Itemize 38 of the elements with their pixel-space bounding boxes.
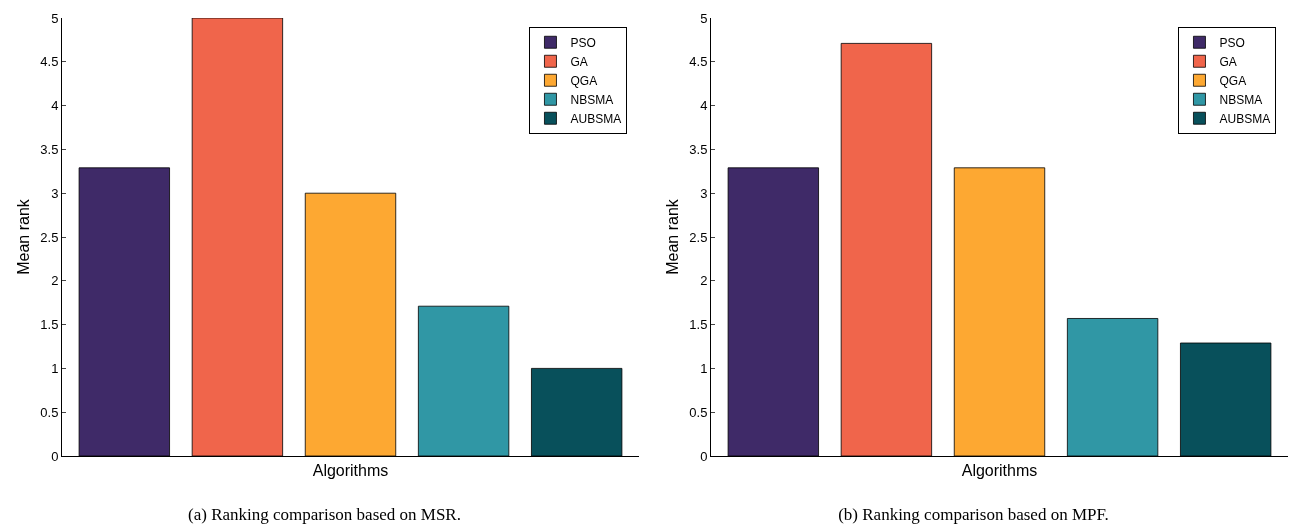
x-axis-title: Algorithms [312,461,389,479]
y-tick-label: 5 [51,10,59,26]
y-tick-label: 5 [700,10,708,26]
y-tick-label: 0.5 [40,404,59,420]
y-tick-label: 1.5 [40,317,59,333]
legend-label: PSO [570,35,596,50]
y-tick-label: 1 [700,360,708,376]
x-axis-title: Algorithms [961,461,1038,479]
y-tick-label: 3 [51,185,59,201]
legend-label: AUBSMA [1219,111,1271,126]
y-tick-label: 4.5 [40,54,59,70]
legend-label: QGA [1219,73,1247,88]
y-tick-label: 4 [51,98,59,114]
y-tick-label: 1.5 [689,317,708,333]
legend-label: NBSMA [1219,92,1263,107]
y-tick-label: 3.5 [689,141,708,157]
y-tick-label: 2 [700,273,708,289]
legend-label: GA [1219,54,1237,69]
legend-label: GA [570,54,588,69]
text: (b) Ranking comparison based on MPF. [838,505,1109,525]
y-axis-title: Mean rank [15,198,33,275]
y-tick-label: 0 [700,448,708,464]
legend-label: QGA [570,73,598,88]
y-tick-label: 2.5 [689,229,708,245]
y-tick-label: 4.5 [689,54,708,70]
legend-label: AUBSMA [570,111,622,126]
y-tick-label: 1 [51,360,59,376]
legend-label: NBSMA [570,92,614,107]
text: (a) Ranking comparison based on MSR. [188,505,461,525]
y-tick-label: 0.5 [689,404,708,420]
y-tick-label: 3 [700,185,708,201]
y-tick-label: 3.5 [40,141,59,157]
y-tick-label: 2.5 [40,229,59,245]
y-tick-label: 4 [700,98,708,114]
y-tick-label: 2 [51,273,59,289]
legend-label: PSO [1219,35,1245,50]
y-tick-label: 0 [51,448,59,464]
y-axis-title: Mean rank [664,198,682,275]
